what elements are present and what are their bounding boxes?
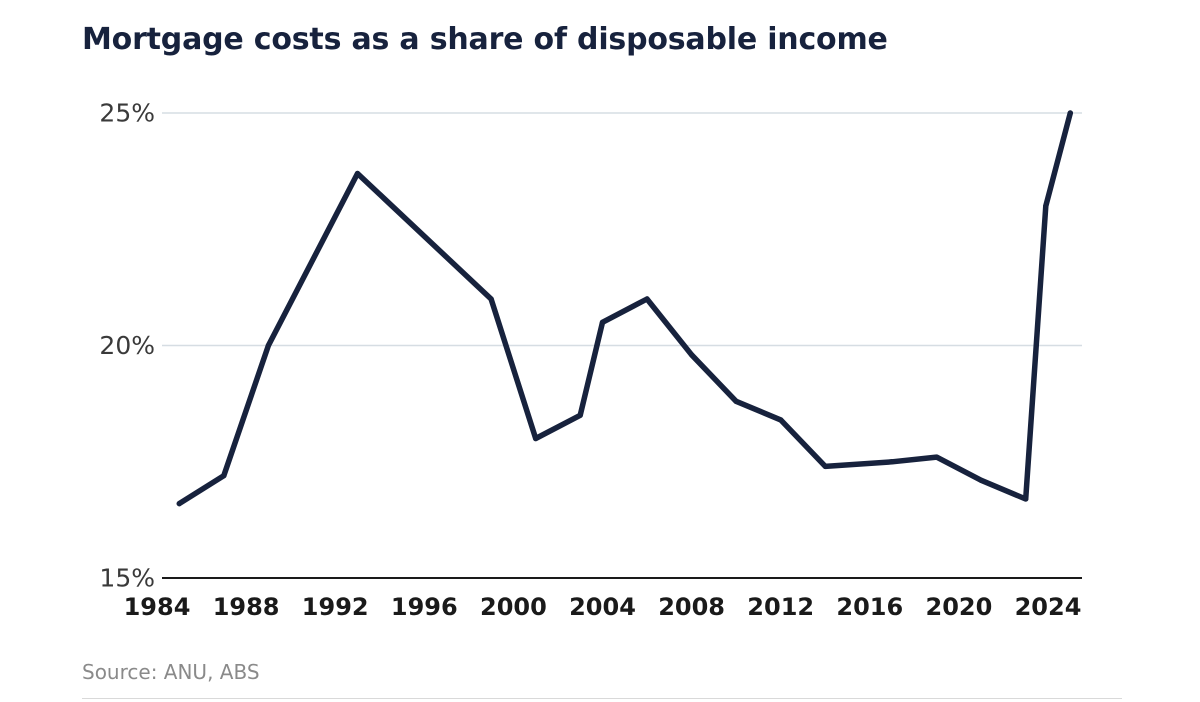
data-point xyxy=(778,417,784,423)
y-tick-label: 20% xyxy=(99,331,155,360)
series-lines xyxy=(176,110,1074,507)
x-tick-label: 1984 xyxy=(124,593,191,621)
x-tick-label: 2004 xyxy=(569,593,636,621)
x-tick-label: 2016 xyxy=(836,593,903,621)
x-tick-label: 2008 xyxy=(658,593,725,621)
data-point xyxy=(1023,496,1029,502)
y-tick-label: 15% xyxy=(99,564,155,593)
x-tick-label: 2012 xyxy=(747,593,814,621)
data-point xyxy=(889,459,895,465)
x-tick-label: 2020 xyxy=(926,593,993,621)
x-tick-label: 2024 xyxy=(1015,593,1082,621)
data-point xyxy=(488,296,494,302)
data-point xyxy=(689,352,695,358)
series-line xyxy=(176,110,1074,507)
data-point xyxy=(533,435,539,442)
x-tick-label: 1992 xyxy=(302,593,369,621)
x-tick-label: 2000 xyxy=(480,593,547,621)
data-point xyxy=(1043,203,1049,209)
data-point xyxy=(733,398,739,404)
data-point xyxy=(1067,110,1073,116)
data-point xyxy=(978,477,984,483)
x-tick-label: 1988 xyxy=(213,593,280,621)
data-point xyxy=(644,296,650,302)
grid-lines xyxy=(162,112,1082,347)
chart-title: Mortgage costs as a share of disposable … xyxy=(82,22,888,57)
data-point xyxy=(577,412,583,418)
data-point xyxy=(176,501,182,507)
data-point xyxy=(822,463,828,469)
data-point xyxy=(221,473,227,479)
data-point xyxy=(599,319,606,325)
source-note: Source: ANU, ABS xyxy=(82,660,260,684)
data-point xyxy=(354,170,361,177)
y-axis-ticks: 15% 20% 25% xyxy=(99,99,155,593)
footer-divider xyxy=(82,698,1122,699)
x-axis-ticks: 1984 1988 1992 1996 2000 2004 2008 2012 2016 2020… xyxy=(124,593,1082,621)
data-point xyxy=(265,342,271,349)
data-point xyxy=(934,454,940,460)
y-tick-label: 25% xyxy=(99,99,155,128)
x-tick-label: 1996 xyxy=(391,593,458,621)
